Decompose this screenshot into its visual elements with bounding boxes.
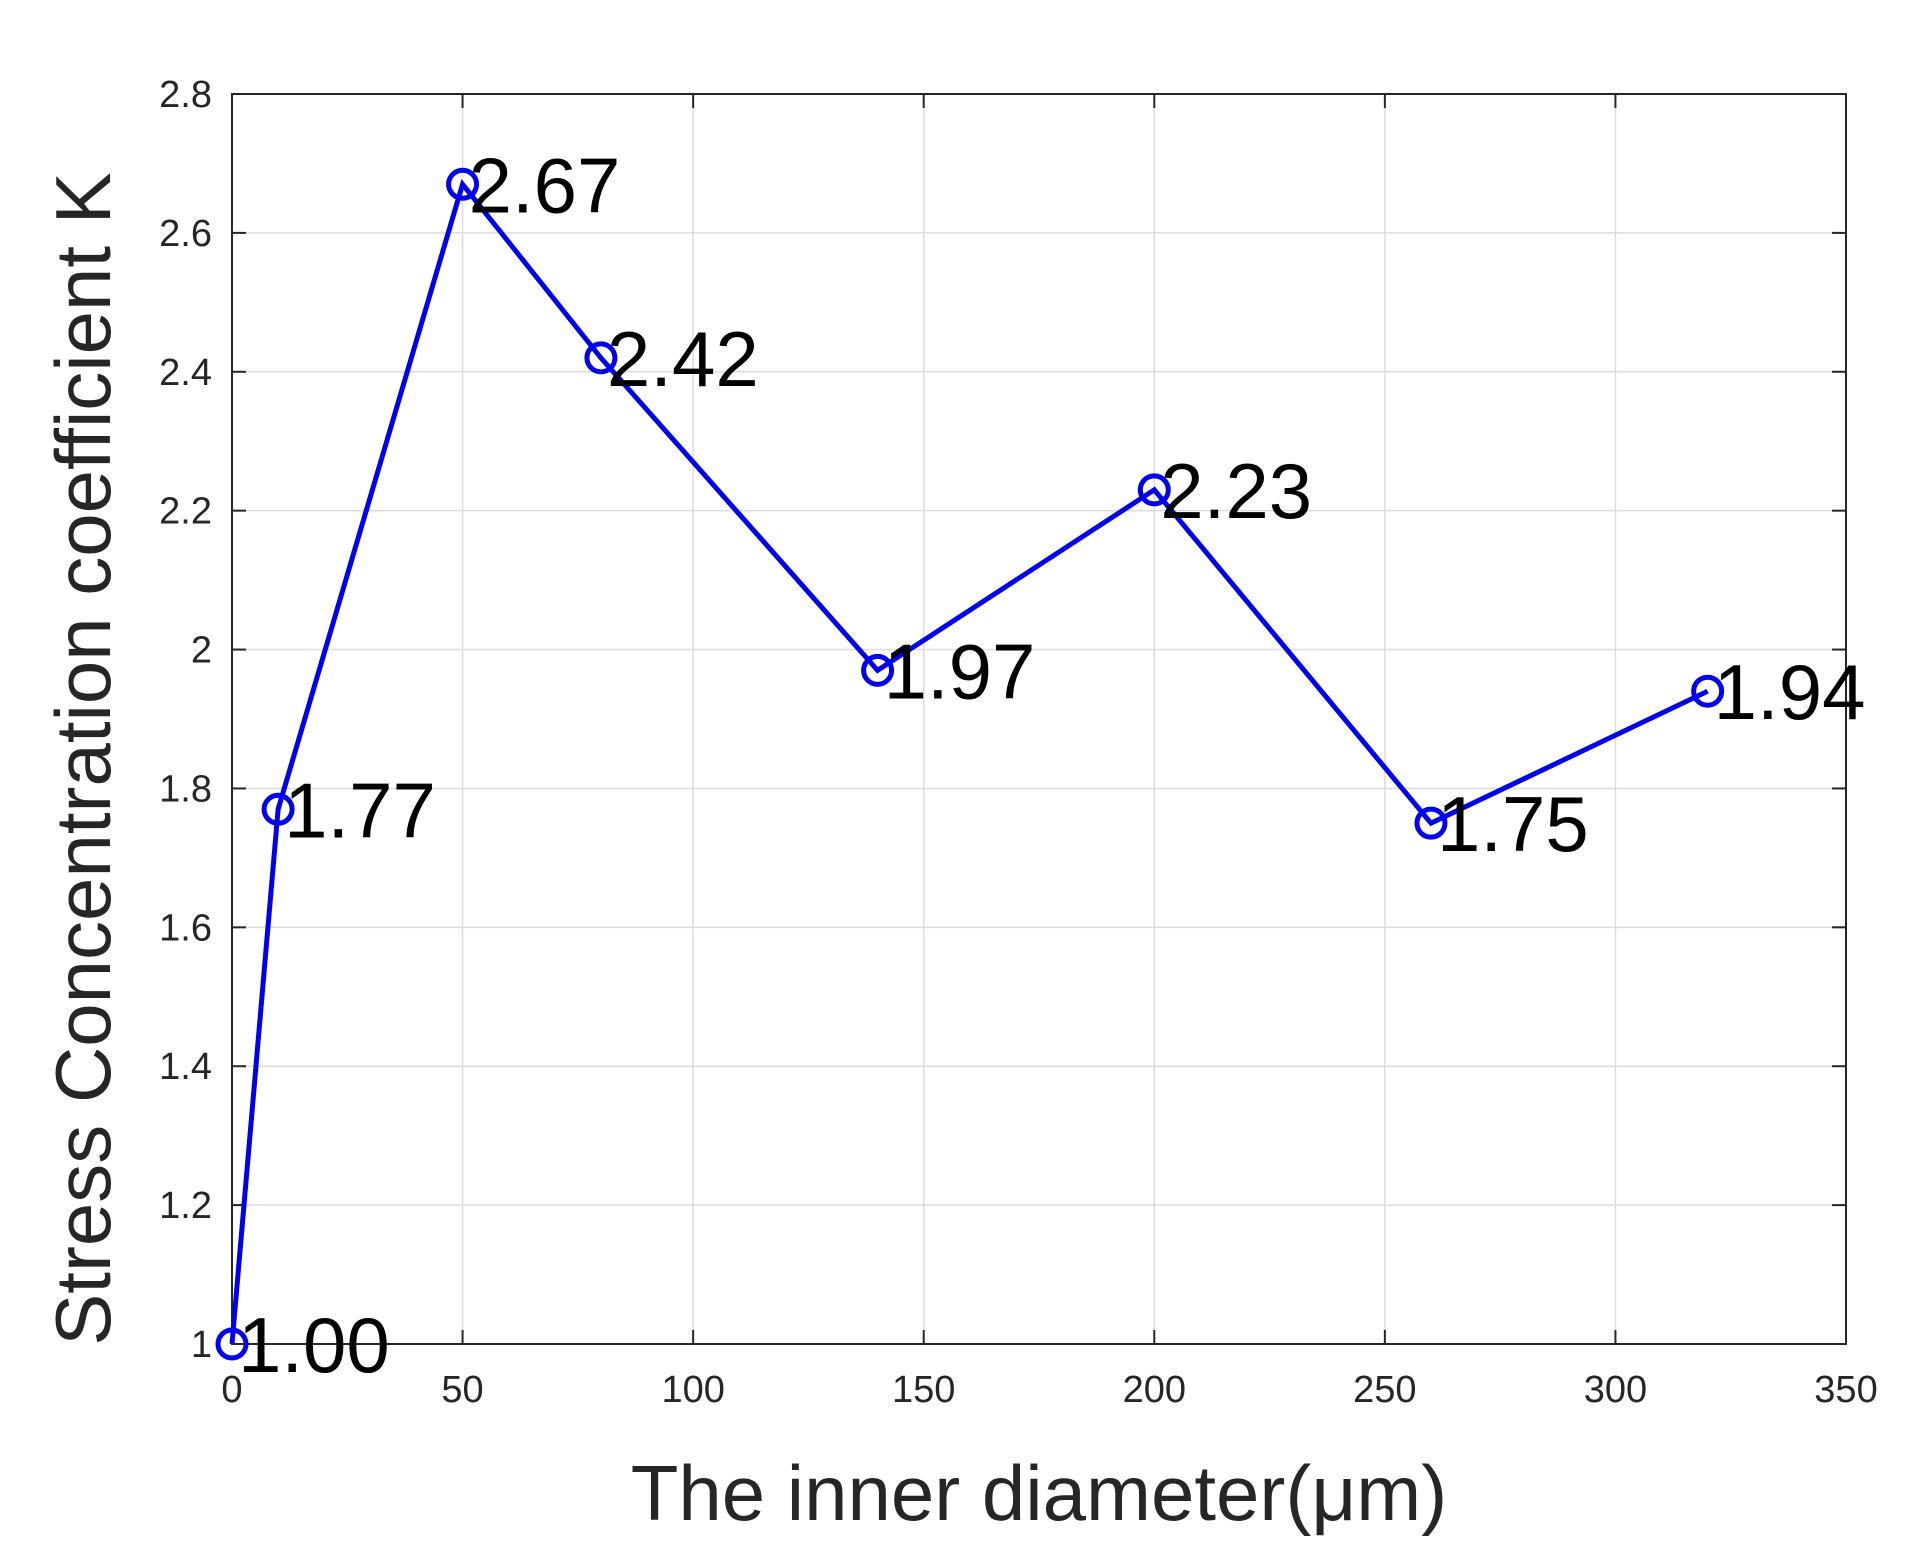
- data-point-marker: [1414, 806, 1448, 840]
- data-label: 1.77: [284, 766, 436, 854]
- data-point-marker: [215, 1327, 249, 1361]
- y-tick-label: 2.8: [159, 74, 212, 116]
- y-tick-label: 1.2: [159, 1185, 212, 1227]
- data-markers: [215, 167, 1725, 1361]
- data-point-marker: [1137, 473, 1171, 507]
- y-axis-title: Stress Concentration coefficient K: [39, 172, 127, 1346]
- y-tick-label: 1.8: [159, 768, 212, 810]
- y-axis-tick-labels: 1 1.2 1.4 1.6 1.8 2 2.2 2.4 2.6 2.8: [159, 74, 212, 1366]
- data-label: 2.42: [607, 315, 759, 403]
- data-label: 2.67: [469, 141, 621, 229]
- y-tick-label: 1: [191, 1324, 212, 1366]
- y-tick-label: 2: [191, 630, 212, 672]
- x-axis-title: The inner diameter(μm): [631, 1449, 1448, 1537]
- x-tick-label: 300: [1584, 1369, 1647, 1411]
- plot-area-frame: [231, 93, 1847, 1345]
- data-point-marker: [446, 167, 480, 201]
- data-label: 1.00: [238, 1301, 390, 1389]
- grid: [232, 94, 1846, 1344]
- axes: [231, 93, 1847, 1345]
- x-tick-label: 350: [1814, 1369, 1877, 1411]
- data-label: 1.94: [1714, 648, 1866, 736]
- x-tick-label: 100: [661, 1369, 724, 1411]
- series-group: [229, 178, 1709, 1345]
- data-point-marker: [1691, 674, 1725, 708]
- x-axis-tick-labels: 0 50 100 150 200 250 300 350: [221, 1369, 1877, 1411]
- y-tick-label: 2.2: [159, 491, 212, 533]
- data-point-marker: [261, 792, 295, 826]
- y-tick-label: 1.6: [159, 907, 212, 949]
- series-line: [229, 178, 1709, 1345]
- x-tick-label: 50: [441, 1369, 483, 1411]
- y-tick-label: 2.6: [159, 213, 212, 255]
- tick-marks: [231, 93, 1847, 1345]
- y-tick-label: 2.4: [159, 352, 212, 394]
- data-labels: 1.00 1.77 2.67 2.42 1.97 2.23 1.75 1.94: [238, 141, 1865, 1389]
- y-tick-label: 1.4: [159, 1046, 212, 1088]
- x-tick-label: 0: [221, 1369, 242, 1411]
- data-point-marker: [584, 341, 618, 375]
- x-tick-label: 150: [892, 1369, 955, 1411]
- data-label: 1.97: [884, 627, 1036, 715]
- data-point-marker: [861, 653, 895, 687]
- x-tick-label: 200: [1123, 1369, 1186, 1411]
- x-tick-label: 250: [1353, 1369, 1416, 1411]
- data-label: 2.23: [1160, 447, 1312, 535]
- data-label: 1.75: [1437, 780, 1589, 868]
